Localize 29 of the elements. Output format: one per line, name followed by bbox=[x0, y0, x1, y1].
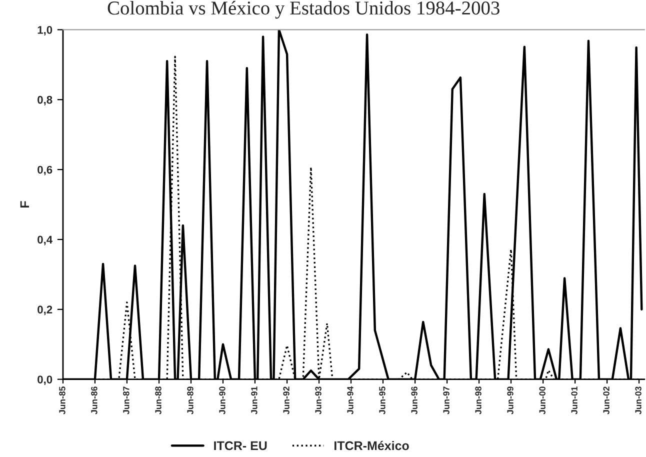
x-tick-label: Jun-01 bbox=[571, 386, 578, 414]
x-tick-label: Jun-85 bbox=[59, 386, 66, 414]
y-tick-label: 0,8 bbox=[38, 96, 52, 106]
x-tick-label: Jun-98 bbox=[475, 386, 482, 414]
chart-title: Colombia vs México y Estados Unidos 1984-2003 bbox=[108, 0, 500, 19]
legend-label: ITCR- EU bbox=[214, 441, 267, 450]
x-tick-label: Jun-86 bbox=[91, 386, 98, 414]
x-tick-label: Jun-91 bbox=[251, 386, 258, 414]
y-tick-label: 0,6 bbox=[38, 166, 52, 176]
y-axis-title: F bbox=[20, 201, 29, 208]
x-tick-label: Jun-89 bbox=[187, 386, 194, 414]
x-tick-label: Jun-92 bbox=[283, 386, 290, 414]
x-tick-label: Jun-03 bbox=[635, 386, 642, 414]
legend-label: ITCR-México bbox=[334, 440, 409, 450]
y-tick-label: 0,0 bbox=[38, 376, 52, 386]
x-tick-label: Jun-99 bbox=[507, 386, 514, 414]
x-tick-label: Jun-90 bbox=[219, 386, 226, 414]
y-tick-label: 1,0 bbox=[38, 26, 52, 36]
y-tick-label: 0,2 bbox=[38, 306, 52, 316]
x-tick-label: Jun-93 bbox=[315, 386, 322, 414]
x-tick-label: Jun-88 bbox=[155, 386, 162, 414]
x-tick-label: Jun-00 bbox=[539, 386, 546, 414]
x-tick-label: Jun-02 bbox=[603, 386, 610, 414]
y-tick-label: 0,4 bbox=[38, 236, 53, 246]
x-tick-label: Jun-95 bbox=[379, 386, 386, 414]
x-tick-label: Jun-96 bbox=[411, 386, 418, 414]
x-tick-label: Jun-94 bbox=[347, 386, 354, 414]
x-tick-label: Jun-87 bbox=[123, 386, 130, 414]
x-tick-label: Jun-97 bbox=[443, 386, 450, 414]
